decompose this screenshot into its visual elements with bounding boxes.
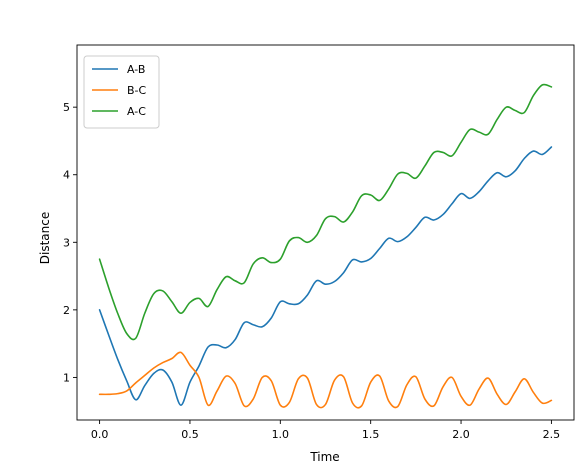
legend-box <box>83 55 160 129</box>
x-axis-label: Time <box>309 450 339 464</box>
x-tick-label: 1.5 <box>362 428 380 441</box>
series-line-a-c <box>98 83 553 341</box>
x-tick-label: 1.0 <box>272 428 290 441</box>
series-line-a-b <box>98 146 553 406</box>
y-tick-label: 2 <box>63 304 70 317</box>
y-tick-label: 3 <box>63 236 70 249</box>
y-tick-label: 5 <box>63 101 70 114</box>
legend-label-a-b: A-B <box>127 63 145 76</box>
series-group <box>98 83 553 409</box>
axes-frame <box>76 44 575 421</box>
plot-layer <box>98 83 553 409</box>
y-axis-label: Distance <box>38 212 52 264</box>
x-tick-label: 2.0 <box>452 428 470 441</box>
x-tick-label: 2.5 <box>543 428 561 441</box>
legend-label-b-c: B-C <box>127 84 147 97</box>
axes-layer: 0.0 0.5 1.0 1.5 2.0 2.5 1 2 3 4 5 <box>63 44 575 441</box>
x-tick-label: 0.0 <box>91 428 109 441</box>
series-line-b-c <box>98 351 553 409</box>
y-tick-label: 1 <box>63 371 70 384</box>
y-tick-label: 4 <box>63 169 70 182</box>
x-tick-label: 0.5 <box>181 428 199 441</box>
legend: A-B B-C A-C <box>83 55 160 129</box>
legend-label-a-c: A-C <box>127 105 146 118</box>
